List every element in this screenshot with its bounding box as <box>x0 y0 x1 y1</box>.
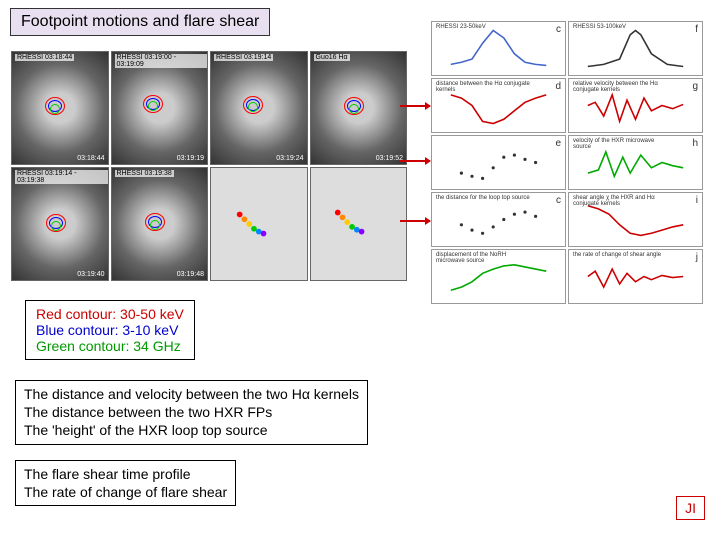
chart-col-left: c RHESSI 23-50keV d distance between the Hα… <box>430 20 567 370</box>
panel-row-bottom: RHESSI 03:19:14 - 03:19:38 03:19:40 RHES… <box>10 166 408 282</box>
panel-row-top: RHESSI 03:18:44 03:18:44 RHESSI 03:19:00… <box>10 50 408 166</box>
mini-chart-i: i shear angle χ the HXR and Hα conjugate … <box>568 192 703 247</box>
mini-chart-c: c the distance for the loop top source <box>431 192 566 247</box>
textbox1-line1: The distance and velocity between the tw… <box>24 385 359 403</box>
contour-legend: Red contour: 30-50 keV Blue contour: 3-1… <box>25 300 195 360</box>
panel-header: RHESSI 03:19:14 <box>214 54 273 61</box>
mini-chart-j: j the rate of change of shear angle <box>568 249 703 304</box>
panel-image <box>211 52 307 164</box>
legend-green-line: Green contour: 34 GHz <box>36 338 184 354</box>
title-text: Footpoint motions and flare shear <box>21 13 259 30</box>
chart-letter: f <box>695 24 698 35</box>
mini-chart-e: e <box>431 135 566 190</box>
panel-image <box>211 168 307 280</box>
mini-chart-d: d distance between the Hα conjugate kerne… <box>431 78 566 133</box>
arrow-icon <box>400 160 430 162</box>
panel-image <box>112 168 208 280</box>
panel-g <box>210 167 308 281</box>
chart-letter: c <box>556 195 561 206</box>
panel-time: 03:19:52 <box>376 155 403 162</box>
panel-header: RHESSI 03:18:44 <box>15 54 74 61</box>
chart-letter: i <box>696 195 698 206</box>
ji-text: JI <box>685 500 696 516</box>
arrow-icon <box>400 220 430 222</box>
chart-trace <box>432 136 565 189</box>
textbox-distance: The distance and velocity between the tw… <box>15 380 368 445</box>
panel-time: 03:19:24 <box>276 155 303 162</box>
mini-chart-: displacement of the NoRH microwave sourc… <box>431 249 566 304</box>
panel-c: RHESSI 03:19:14 03:19:24 <box>210 51 308 165</box>
textbox2-line1: The flare shear time profile <box>24 465 227 483</box>
panel-image <box>12 52 108 164</box>
textbox1-line3: The 'height' of the HXR loop top source <box>24 421 359 439</box>
chart-description: RHESSI 53-100keV <box>573 24 626 30</box>
chart-description: RHESSI 23-50keV <box>436 24 486 30</box>
panel-image <box>311 168 407 280</box>
textbox1-line2: The distance between the two HXR FPs <box>24 403 359 421</box>
panel-image <box>112 52 208 164</box>
mini-chart-f: f RHESSI 53-100keV <box>568 21 703 76</box>
legend-blue-line: Blue contour: 3-10 keV <box>36 322 184 338</box>
panel-time: 03:19:19 <box>177 155 204 162</box>
chart-letter: h <box>692 138 698 149</box>
image-panels-grid: RHESSI 03:18:44 03:18:44 RHESSI 03:19:00… <box>10 50 408 282</box>
panel-d: Guo16 Hα 03:19:52 <box>310 51 408 165</box>
chart-description: distance between the Hα conjugate kernel… <box>436 81 536 93</box>
ji-label: JI <box>676 496 705 520</box>
chart-letter: g <box>692 81 698 92</box>
textbox-shear: The flare shear time profile The rate of… <box>15 460 236 506</box>
panel-time: 03:19:40 <box>77 271 104 278</box>
chart-description: relative velocity between the Hα conjuga… <box>573 81 673 93</box>
panel-time: 03:18:44 <box>77 155 104 162</box>
chart-col-right: f RHESSI 53-100keV g relative velocity betw… <box>567 20 704 370</box>
chart-letter: e <box>555 138 561 149</box>
panel-b: RHESSI 03:19:00 - 03:19:09 03:19:19 <box>111 51 209 165</box>
chart-letter: d <box>555 81 561 92</box>
mini-chart-c: c RHESSI 23-50keV <box>431 21 566 76</box>
mini-chart-g: g relative velocity between the Hα conjug… <box>568 78 703 133</box>
panel-header: Guo16 Hα <box>314 54 350 61</box>
panel-a: RHESSI 03:18:44 03:18:44 <box>11 51 109 165</box>
timeseries-charts: c RHESSI 23-50keV d distance between the Hα… <box>430 20 705 370</box>
chart-letter: c <box>556 24 561 35</box>
title-box: Footpoint motions and flare shear <box>10 8 270 36</box>
chart-description: velocity of the HXR microwave source <box>573 138 673 150</box>
panel-h <box>310 167 408 281</box>
arrow-icon <box>400 105 430 107</box>
textbox2-line2: The rate of change of flare shear <box>24 483 227 501</box>
chart-letter: j <box>696 252 698 263</box>
chart-description: the distance for the loop top source <box>436 195 530 201</box>
legend-red-line: Red contour: 30-50 keV <box>36 306 184 322</box>
panel-time: 03:19:48 <box>177 271 204 278</box>
panel-f: RHESSI 03:19:38 03:19:48 <box>111 167 209 281</box>
chart-description: shear angle χ the HXR and Hα conjugate k… <box>573 195 673 207</box>
chart-description: the rate of change of shear angle <box>573 252 661 258</box>
mini-chart-h: h velocity of the HXR microwave source <box>568 135 703 190</box>
panel-e: RHESSI 03:19:14 - 03:19:38 03:19:40 <box>11 167 109 281</box>
chart-description: displacement of the NoRH microwave sourc… <box>436 252 536 264</box>
panel-header: RHESSI 03:19:00 - 03:19:09 <box>115 54 208 68</box>
panel-image <box>311 52 407 164</box>
panel-image <box>12 168 108 280</box>
panel-header: RHESSI 03:19:14 - 03:19:38 <box>15 170 108 184</box>
panel-header: RHESSI 03:19:38 <box>115 170 174 177</box>
